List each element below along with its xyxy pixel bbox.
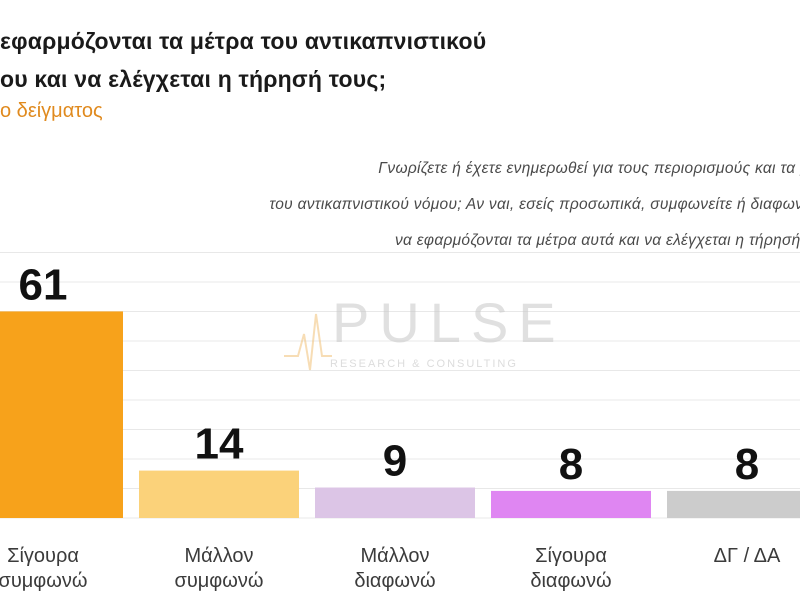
category-label-2: συμφωνώ [174,570,263,592]
logo-tagline: RESEARCH & CONSULTING [330,358,518,370]
bar-3 [315,487,475,518]
pulse-logo-watermark: PULSE RESEARCH & CONSULTING [284,290,556,380]
data-label-2: 14 [195,420,244,469]
bar-4 [491,490,651,518]
question-line-2: του αντικαπνιστικού νόμου; Αν ναι, εσείς… [269,196,800,213]
data-label-3: 9 [383,437,407,486]
category-label-1: Σίγουρα [7,545,79,567]
category-label-1: συμφωνώ [0,570,88,592]
question-line-3: να εφαρμόζονται τα μέτρα αυτά και να ελέ… [395,232,800,249]
data-label-5: 8 [735,440,759,489]
category-label-3: διαφωνώ [354,570,435,592]
category-label-2: Μάλλον [184,545,253,567]
bar-1 [0,311,123,518]
category-label-4: Σίγουρα [535,545,607,567]
question-line-1: Γνωρίζετε ή έχετε ενημερωθεί για τους πε… [378,160,800,177]
chart-subtitle: ο δείγματος [0,100,103,122]
category-label-3: Μάλλον [360,545,429,567]
chart-title-line-1: εφαρμόζονται τα μέτρα του αντικαπνιστικο… [0,28,487,54]
heartbeat-icon [284,313,332,371]
category-label-4: διαφωνώ [530,570,611,592]
bar-5 [667,490,800,518]
logo-wordmark: PULSE [332,291,566,354]
bar-2 [139,470,299,518]
data-label-1: 61 [19,260,68,309]
category-label-5: ΔΓ / ΔΑ [714,545,781,567]
chart-title-line-2: ου και να ελέγχεται η τήρησή τους; [0,66,387,92]
data-label-4: 8 [559,440,583,489]
